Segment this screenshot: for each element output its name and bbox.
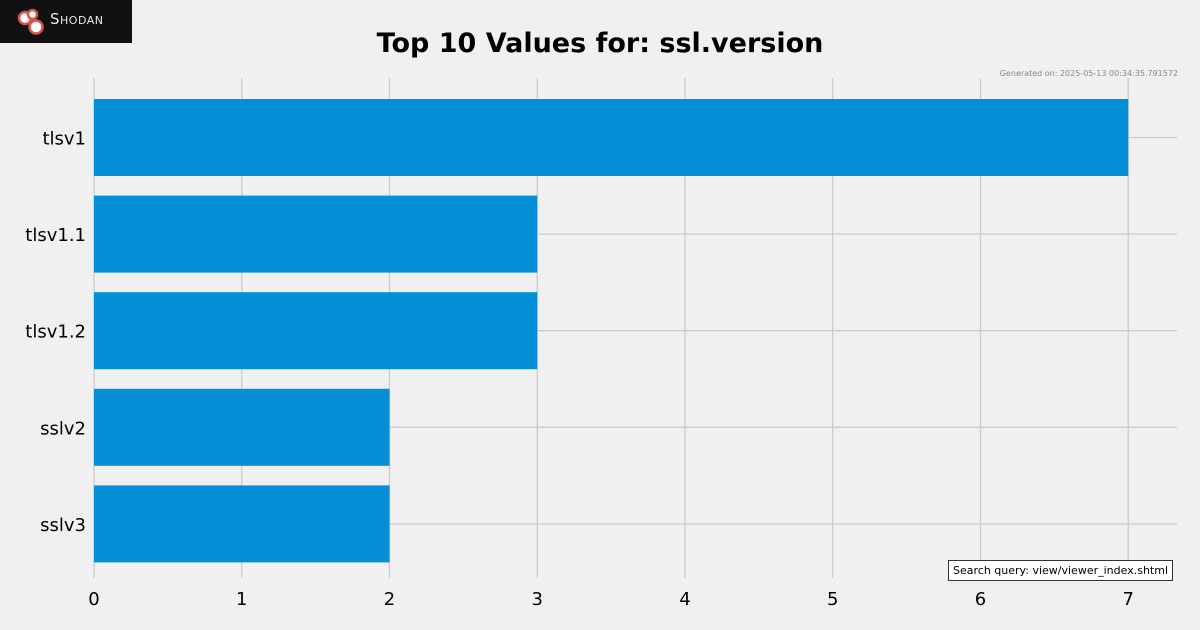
- x-tick-label: 6: [975, 589, 986, 610]
- bar-tlsv1-1: [94, 195, 538, 273]
- bar-tlsv1-2: [94, 292, 538, 370]
- search-query-label: Search query: view/viewer_index.shtml: [948, 560, 1173, 581]
- chart-title: Top 10 Values for: ssl.version: [376, 28, 824, 59]
- x-tick-label: 2: [384, 589, 395, 610]
- x-tick-label: 5: [827, 589, 838, 610]
- x-tick-label: 0: [88, 589, 99, 610]
- y-tick-label: sslv3: [40, 515, 86, 536]
- x-tick-label: 3: [532, 589, 543, 610]
- y-tick-label: tlsv1: [42, 129, 86, 150]
- y-tick-label: tlsv1.1: [25, 225, 86, 246]
- shodan-logo-icon: [17, 8, 44, 35]
- logo-text: Shodan: [50, 10, 104, 28]
- generated-timestamp: Generated on: 2025-05-13 00:34:35.791572: [999, 69, 1178, 78]
- x-tick-label: 4: [679, 589, 690, 610]
- bar-sslv2: [94, 388, 390, 466]
- bar-tlsv1: [94, 99, 1129, 176]
- y-tick-label: tlsv1.2: [25, 322, 86, 343]
- x-tick-label: 7: [1123, 589, 1134, 610]
- bar-sslv3: [94, 485, 390, 563]
- x-tick-label: 1: [236, 589, 247, 610]
- shodan-logo[interactable]: Shodan: [0, 0, 132, 43]
- y-tick-label: sslv2: [40, 418, 86, 439]
